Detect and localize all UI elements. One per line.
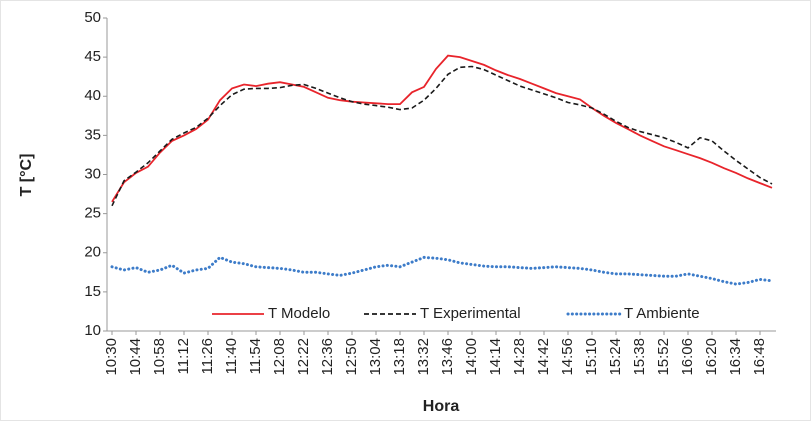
x-tick-label: 10:30 bbox=[103, 338, 120, 376]
legend-label: T Experimental bbox=[420, 305, 521, 322]
series-line bbox=[111, 65, 773, 207]
y-tick-label: 50 bbox=[84, 9, 101, 26]
x-tick-label: 16:34 bbox=[727, 338, 744, 376]
x-tick-label: 12:08 bbox=[271, 338, 288, 376]
x-tick-label: 10:58 bbox=[151, 338, 168, 376]
x-tick-label: 15:24 bbox=[607, 338, 624, 376]
x-tick-label: 14:28 bbox=[511, 338, 528, 376]
x-tick-label: 14:14 bbox=[487, 338, 504, 376]
y-tick-label: 25 bbox=[84, 205, 101, 222]
x-tick-label: 11:26 bbox=[199, 338, 216, 374]
legend-box bbox=[208, 302, 768, 326]
legend-label: T Modelo bbox=[268, 305, 330, 322]
x-tick-label: 16:48 bbox=[751, 338, 768, 376]
legend-label: T Ambiente bbox=[624, 305, 700, 322]
x-tick-label: 10:44 bbox=[127, 338, 144, 376]
y-tick-label: 45 bbox=[84, 48, 101, 65]
x-tick-label: 13:46 bbox=[439, 338, 456, 376]
x-tick-label: 11:40 bbox=[223, 338, 240, 374]
x-tick-label: 15:10 bbox=[583, 338, 600, 376]
x-tick-label: 15:52 bbox=[655, 338, 672, 376]
series-line bbox=[111, 54, 773, 203]
x-tick-label: 16:20 bbox=[703, 338, 720, 376]
x-tick-label: 13:18 bbox=[391, 338, 408, 376]
y-tick-label: 35 bbox=[84, 126, 101, 143]
x-tick-label: 14:42 bbox=[535, 338, 552, 376]
x-tick-label: 13:32 bbox=[415, 338, 432, 376]
x-tick-label: 14:56 bbox=[559, 338, 576, 376]
x-axis-title: Hora bbox=[423, 398, 460, 415]
x-tick-label: 11:12 bbox=[175, 338, 192, 374]
y-tick-label: 40 bbox=[84, 87, 101, 104]
y-tick-label: 20 bbox=[84, 244, 101, 261]
series-line bbox=[110, 255, 774, 286]
y-tick-label: 10 bbox=[84, 322, 101, 339]
x-tick-label: 13:04 bbox=[367, 338, 384, 376]
y-tick-label: 15 bbox=[84, 283, 101, 300]
x-tick-label: 12:50 bbox=[343, 338, 360, 376]
x-tick-label: 11:54 bbox=[247, 338, 264, 374]
x-tick-label: 15:38 bbox=[631, 338, 648, 376]
x-tick-label: 12:22 bbox=[295, 338, 312, 376]
x-tick-label: 16:06 bbox=[679, 338, 696, 376]
y-tick-label: 30 bbox=[84, 165, 101, 182]
x-tick-label: 14:00 bbox=[463, 338, 480, 376]
legend: T Modelo T Experimental T Ambiente bbox=[208, 302, 768, 326]
x-tick-label: 12:36 bbox=[319, 338, 336, 376]
y-axis-title: T [°C] bbox=[18, 154, 35, 197]
